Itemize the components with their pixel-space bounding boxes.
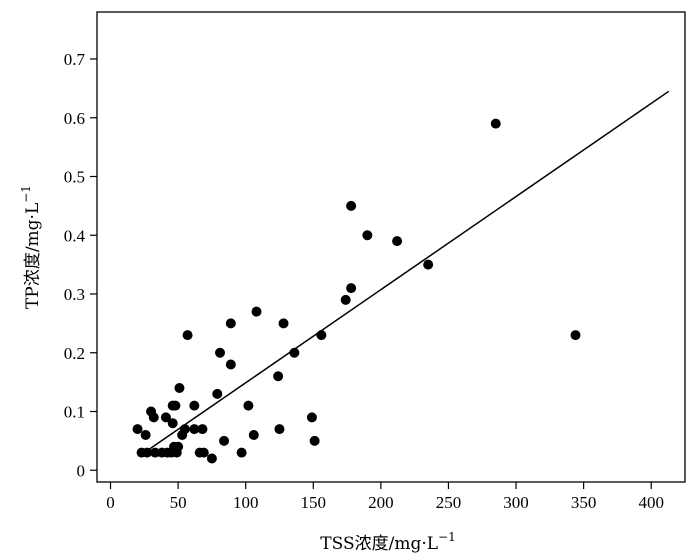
data-point <box>148 412 159 423</box>
data-point <box>225 318 236 329</box>
plot-frame <box>96 11 686 483</box>
y-tick-label: 0.2 <box>64 344 85 363</box>
data-point <box>189 424 200 435</box>
data-point <box>198 447 209 458</box>
y-axis-title: TP浓度/mg·L−1 <box>19 185 43 309</box>
data-point <box>179 424 190 435</box>
data-point <box>132 424 143 435</box>
data-point <box>316 330 327 341</box>
y-tick-label: 0.3 <box>64 285 85 304</box>
data-point <box>160 412 171 423</box>
data-point <box>490 118 501 129</box>
y-axis-title-exponent: −1 <box>19 185 33 203</box>
data-point <box>340 294 351 305</box>
data-point <box>248 430 259 440</box>
y-tick-label: 0.7 <box>64 50 86 69</box>
x-tick-label: 250 <box>436 493 462 512</box>
data-point <box>215 347 226 358</box>
x-tick-label: 0 <box>106 493 115 512</box>
x-tick-label: 50 <box>170 493 187 512</box>
data-point <box>197 424 208 435</box>
y-tick-label: 0.1 <box>64 403 85 422</box>
plot-area <box>96 11 686 483</box>
data-point <box>206 453 217 464</box>
x-axis-title: TSS浓度/mg·L−1 <box>320 530 455 554</box>
y-tick-label: 0.5 <box>64 168 85 187</box>
y-tick-label: 0 <box>77 461 86 480</box>
data-point <box>423 259 434 270</box>
data-point <box>306 412 317 423</box>
data-point <box>174 383 185 393</box>
data-point <box>142 447 153 458</box>
x-tick-label: 350 <box>571 493 597 512</box>
x-axis-ticks: 0 50 100 150 200 250 300 350 400 <box>106 482 664 512</box>
x-axis-title-text: TSS浓度/mg·L <box>320 534 438 554</box>
data-point <box>251 306 262 317</box>
data-point <box>273 371 284 382</box>
data-point <box>173 441 184 452</box>
x-tick-label: 100 <box>233 493 259 512</box>
y-axis-ticks: 0 0.1 0.2 0.3 0.4 0.5 0.6 0.7 <box>64 50 97 480</box>
data-point <box>346 200 357 211</box>
data-point <box>289 347 300 358</box>
regression-line-layer <box>143 90 670 454</box>
x-tick-label: 200 <box>368 493 394 512</box>
data-point <box>362 230 373 241</box>
data-point <box>225 359 236 370</box>
x-axis-title-exponent: −1 <box>438 530 456 544</box>
y-axis-title-text: TP浓度/mg·L <box>23 203 43 309</box>
x-tick-label: 300 <box>503 493 529 512</box>
data-point <box>309 435 320 446</box>
x-tick-label: 400 <box>638 493 664 512</box>
data-point <box>170 400 181 411</box>
data-point <box>392 236 403 247</box>
data-point <box>182 330 193 341</box>
data-point <box>274 424 285 435</box>
data-point <box>212 388 223 399</box>
data-point <box>278 318 289 329</box>
data-point <box>236 447 247 458</box>
data-point <box>243 400 254 411</box>
data-points-layer <box>132 118 581 464</box>
x-tick-label: 150 <box>301 493 327 512</box>
y-tick-label: 0.4 <box>64 226 86 245</box>
data-point <box>346 283 357 294</box>
data-point <box>167 418 178 429</box>
data-point <box>570 330 581 341</box>
data-point <box>140 430 151 440</box>
y-tick-label: 0.6 <box>64 109 85 128</box>
data-point <box>189 400 200 411</box>
regression-line <box>143 90 670 454</box>
data-point <box>219 435 230 446</box>
